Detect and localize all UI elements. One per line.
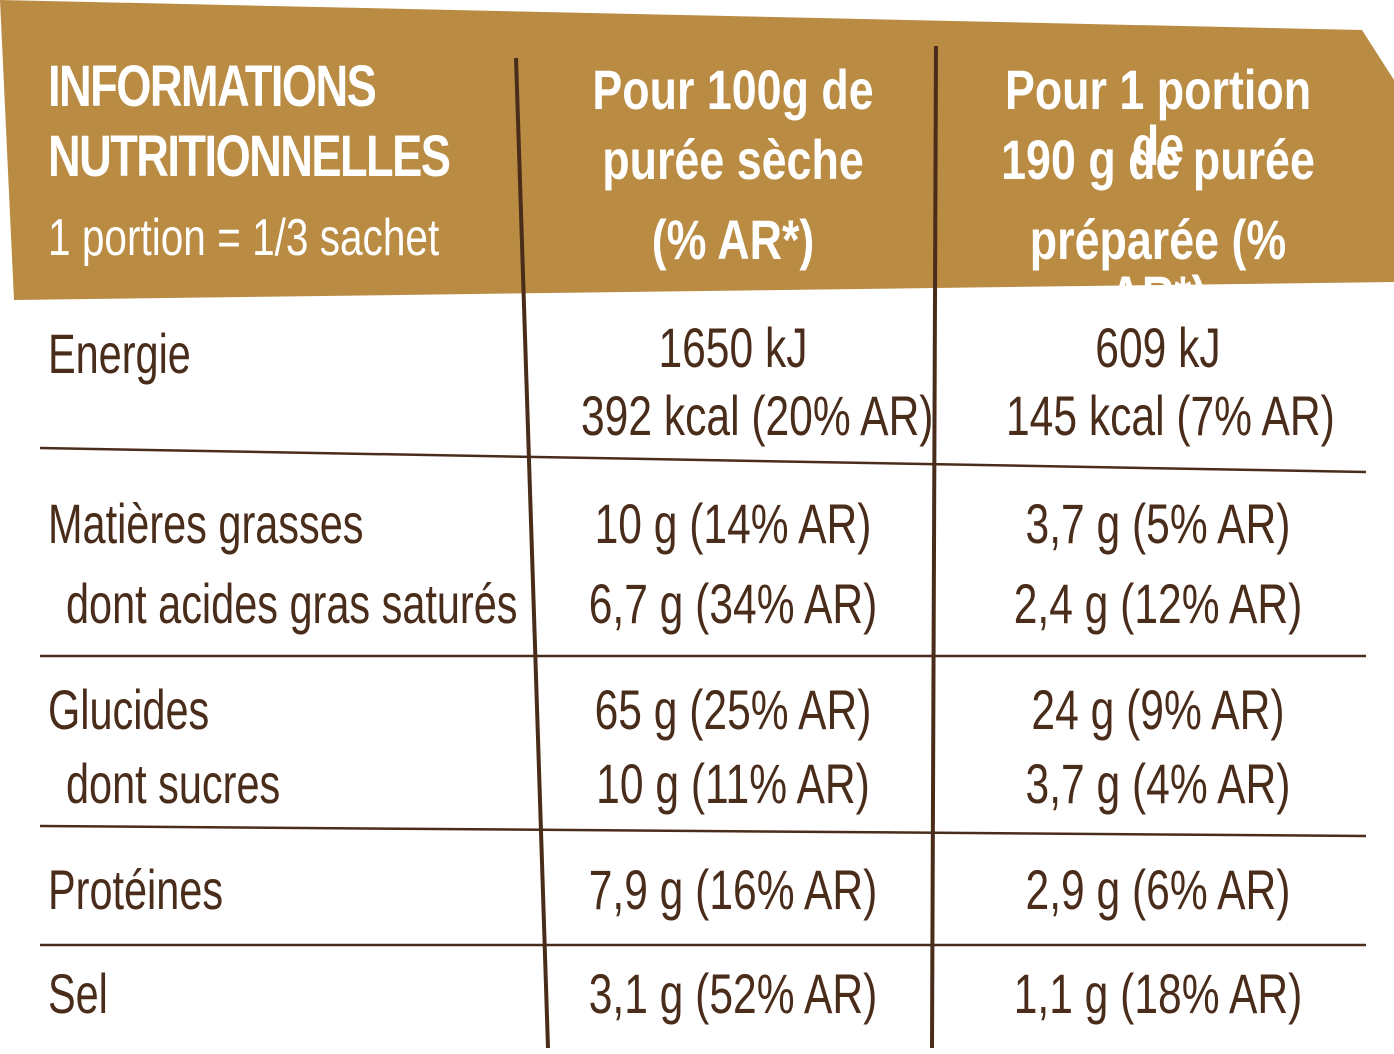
energy-kj-portion: 609 kJ: [1095, 316, 1221, 379]
salt-portion: 1,1 g (18% AR): [1013, 962, 1303, 1025]
row-label-acides-gras-satures: dont acides gras saturés: [66, 572, 518, 635]
column-header-portion-line3: préparée (% AR*): [1029, 208, 1287, 327]
saturated-fat-portion: 2,4 g (12% AR): [1013, 572, 1303, 635]
row-label-sucres: dont sucres: [66, 752, 281, 815]
column-divider-1: [514, 57, 550, 1049]
fat-100g: 10 g (14% AR): [594, 492, 872, 555]
sugars-portion: 3,7 g (4% AR): [1025, 752, 1291, 815]
column-header-portion-line2: 190 g de purée: [1001, 128, 1315, 191]
protein-portion: 2,9 g (6% AR): [1025, 858, 1291, 921]
header-title-line2: NUTRITIONNELLES: [48, 124, 451, 189]
protein-100g: 7,9 g (16% AR): [588, 858, 878, 921]
row-label-glucides: Glucides: [48, 678, 210, 741]
row-rule-1: [39, 446, 1367, 474]
header-subtitle: 1 portion = 1/3 sachet: [48, 209, 440, 267]
column-divider-2: [930, 45, 938, 1049]
salt-100g: 3,1 g (52% AR): [588, 962, 878, 1025]
energy-kcal-100g: 392 kcal (20% AR): [581, 384, 934, 447]
header-band: [0, 0, 1394, 300]
row-rule-3: [39, 824, 1367, 838]
energy-kcal-portion: 145 kcal (7% AR): [1006, 384, 1335, 447]
energy-kj-100g: 1650 kJ: [658, 316, 808, 379]
column-header-portion-line1: Pour 1 portion de: [1004, 58, 1312, 177]
carbs-100g: 65 g (25% AR): [594, 678, 872, 741]
fat-portion: 3,7 g (5% AR): [1025, 492, 1291, 555]
column-header-100g-line3: (% AR*): [651, 208, 815, 271]
carbs-portion: 24 g (9% AR): [1031, 678, 1285, 741]
row-label-proteines: Protéines: [48, 858, 224, 921]
column-header-100g-line2: purée sèche: [602, 128, 864, 191]
row-label-sel: Sel: [48, 962, 108, 1025]
saturated-fat-100g: 6,7 g (34% AR): [588, 572, 878, 635]
row-label-energie: Energie: [48, 322, 191, 385]
header-title-line1: INFORMATIONS: [48, 54, 377, 119]
column-header-100g-line1: Pour 100g de: [592, 58, 874, 121]
row-label-matieres-grasses: Matières grasses: [48, 492, 364, 555]
sugars-100g: 10 g (11% AR): [596, 752, 870, 815]
